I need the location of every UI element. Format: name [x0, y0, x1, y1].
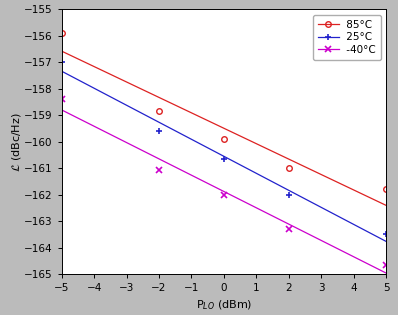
X-axis label: P$_{LO}$ (dBm): P$_{LO}$ (dBm)	[196, 299, 252, 312]
Legend:  85°C,  25°C,  -40°C: 85°C, 25°C, -40°C	[313, 15, 381, 60]
Y-axis label: $\mathcal{L}$ (dBc/Hz): $\mathcal{L}$ (dBc/Hz)	[10, 112, 23, 172]
